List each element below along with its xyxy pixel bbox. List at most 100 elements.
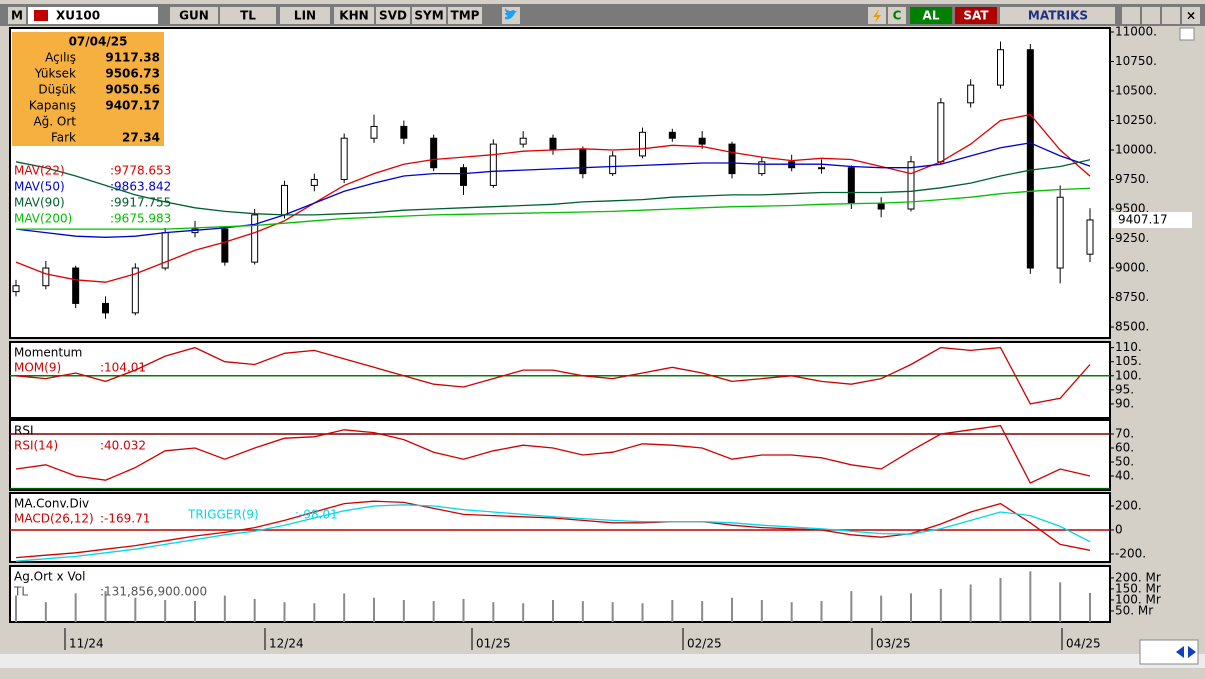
panel — [9, 492, 1111, 563]
volume-bar — [74, 593, 77, 622]
y-tick-label: 50. — [1115, 455, 1134, 469]
legend-name: TL — [13, 585, 28, 599]
maximize-button[interactable] — [1162, 7, 1180, 24]
close-button[interactable] — [1182, 7, 1200, 24]
refresh-label: C — [893, 9, 902, 23]
candle-body — [489, 143, 497, 186]
y-tick-label: 0 — [1115, 522, 1123, 536]
candle-body — [310, 179, 318, 186]
candle-body — [549, 137, 557, 151]
candle-body — [460, 167, 467, 186]
candle-body — [430, 137, 438, 169]
buy-button[interactable] — [910, 7, 952, 24]
y-tick-label: 100. — [1115, 368, 1142, 382]
panel — [9, 565, 1111, 623]
volume-bar — [283, 602, 286, 622]
series-line — [15, 504, 1091, 562]
y-tick-label: 90. — [1115, 396, 1134, 410]
y-tick-label: 40. — [1115, 469, 1134, 483]
legend-value: :9917.755 — [110, 196, 171, 210]
volume-bar — [104, 591, 107, 622]
y-tick-label: 100. Mr — [1115, 592, 1161, 606]
series-line — [15, 159, 1091, 216]
info-label: Açılış — [45, 51, 76, 65]
legend-name: TRIGGER(9) — [187, 508, 259, 522]
volume-bar — [134, 597, 137, 622]
candle-body — [1026, 49, 1034, 269]
x-label: 01/25 — [476, 637, 511, 651]
y-tick-label: 8750. — [1115, 290, 1149, 304]
candle-body — [131, 267, 139, 314]
candle-body — [400, 125, 408, 139]
series-line — [15, 113, 1091, 283]
candle-body — [221, 228, 229, 263]
legend-name: MACD(26,12) — [14, 512, 94, 526]
sell-button[interactable] — [955, 7, 997, 24]
candle-body — [967, 84, 975, 104]
scrollbar[interactable] — [0, 654, 1205, 668]
panel-button[interactable] — [1179, 27, 1195, 41]
toolbar-button-label: TL — [240, 9, 256, 23]
legend-value: :-169.71 — [100, 512, 150, 526]
menu-label: M — [11, 9, 23, 23]
menu-button[interactable] — [8, 7, 26, 24]
volume-bar — [701, 601, 704, 622]
buy-label: AL — [923, 9, 940, 23]
volume-bar — [880, 595, 883, 622]
dropdown-button[interactable] — [1122, 7, 1140, 24]
candle-body — [251, 214, 259, 263]
volume-bar — [611, 602, 614, 622]
candle-body — [937, 102, 945, 163]
candle-body — [281, 184, 288, 216]
twitter-icon — [505, 8, 517, 20]
toolbar-button[interactable] — [170, 7, 218, 24]
toolbar-button-label: GUN — [179, 9, 209, 23]
candle-body — [42, 267, 50, 287]
candle-body — [340, 137, 348, 181]
brand-box — [1000, 7, 1115, 24]
toolbar-button-label: KHN — [339, 9, 368, 23]
legend-name: MOM(9) — [14, 361, 61, 375]
toolbar-button[interactable] — [280, 7, 330, 24]
volume-bar — [432, 601, 435, 622]
toolbar-button[interactable] — [220, 7, 276, 24]
legend-name: MAV(200) — [14, 212, 72, 226]
candle-body — [12, 285, 20, 293]
toolbar-button[interactable] — [448, 7, 482, 24]
candle-body — [1056, 196, 1064, 269]
panel-title: Ag.Ort x Vol — [14, 570, 85, 584]
info-date: 07/04/25 — [69, 35, 128, 49]
y-tick-label: 200. Mr — [1115, 570, 1161, 584]
minimize-button[interactable] — [1142, 7, 1160, 24]
legend-name: RSI(14) — [14, 439, 58, 453]
candle-body — [877, 202, 885, 210]
volume-bar — [939, 588, 942, 622]
y-tick-label: 150. Mr — [1115, 581, 1161, 595]
info-value: 9050.56 — [105, 83, 160, 97]
toolbar-buttons: GUN TL LIN KHN SVD SYM TMP — [170, 7, 482, 24]
volume-bar — [223, 595, 226, 622]
x-label: 02/25 — [687, 637, 722, 651]
volume-bar — [462, 598, 465, 622]
volume-bar — [910, 593, 912, 622]
info-value: 9506.73 — [105, 67, 160, 81]
candle-body — [997, 49, 1004, 86]
volume-bar — [522, 603, 525, 622]
refresh-button[interactable] — [888, 7, 906, 24]
symbol: XU100 — [56, 9, 100, 23]
legend-value: :9778.653 — [110, 164, 171, 178]
toolbar-button[interactable] — [334, 7, 374, 24]
x-label: 12/24 — [269, 637, 304, 651]
info-label: Fark — [51, 131, 76, 145]
volume-bar — [194, 601, 196, 622]
symbol-box[interactable] — [28, 7, 158, 24]
toolbar-button[interactable] — [376, 7, 410, 24]
panel — [9, 341, 1111, 419]
volume-bar — [581, 601, 584, 622]
volume-bar — [373, 597, 375, 622]
y-tick-label: 70. — [1115, 427, 1134, 441]
y-tick-label: 10250. — [1115, 113, 1157, 127]
toolbar-button[interactable] — [412, 7, 446, 24]
legend-name: MAV(50) — [14, 180, 65, 194]
